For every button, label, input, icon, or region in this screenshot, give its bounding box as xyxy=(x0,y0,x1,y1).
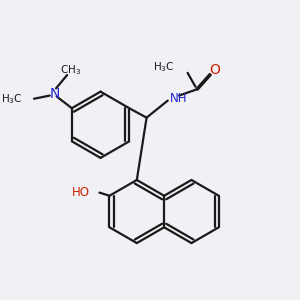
Text: CH$_3$: CH$_3$ xyxy=(60,63,81,77)
Text: H$_3$C: H$_3$C xyxy=(153,60,175,74)
Text: N: N xyxy=(49,87,60,101)
Text: NH: NH xyxy=(170,92,188,105)
Text: HO: HO xyxy=(72,186,90,199)
Text: H$_3$C: H$_3$C xyxy=(2,92,23,106)
Text: O: O xyxy=(210,63,220,77)
